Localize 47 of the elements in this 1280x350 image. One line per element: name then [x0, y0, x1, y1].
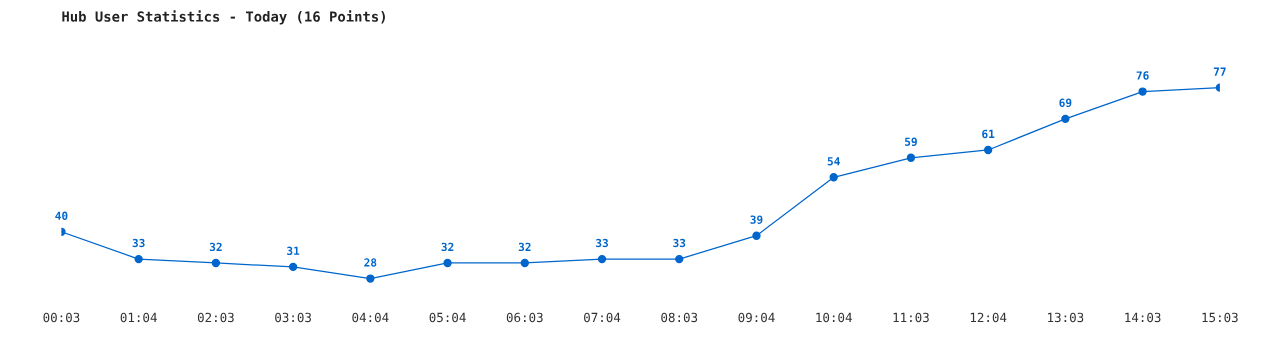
x-tick-label: 02:03 — [197, 312, 234, 323]
data-label: 33 — [132, 238, 145, 248]
chart-title: Hub User Statistics - Today (16 Points) — [62, 10, 385, 25]
data-label: 59 — [905, 137, 917, 146]
x-tick-label: 05:04 — [429, 312, 466, 323]
point — [211, 258, 221, 268]
x-tick-label: 10:04 — [816, 312, 852, 323]
x-tick-label: 09:04 — [738, 312, 775, 323]
data-label: 76 — [1136, 71, 1149, 80]
point — [443, 258, 452, 268]
data-label: 32 — [209, 242, 222, 252]
point — [906, 153, 916, 162]
x-tick-label: 07:04 — [584, 312, 621, 323]
data-label: 69 — [1059, 98, 1072, 108]
point — [1061, 114, 1070, 123]
point — [1138, 87, 1147, 96]
data-label: 33 — [673, 238, 686, 248]
point — [597, 254, 607, 264]
data-label: 32 — [441, 242, 454, 252]
x-tick-label: 15:03 — [1202, 312, 1238, 323]
data-label: 77 — [1213, 67, 1226, 76]
data-label: 28 — [364, 258, 377, 267]
point — [829, 173, 838, 182]
point — [366, 274, 375, 283]
data-label: 61 — [982, 129, 995, 139]
point — [520, 258, 529, 268]
x-tick-label: 01:04 — [120, 312, 157, 323]
data-label: 31 — [287, 246, 300, 255]
x-tick-label: 04:04 — [352, 312, 389, 323]
data-label: 32 — [518, 242, 531, 252]
data-label: 54 — [827, 157, 840, 166]
x-tick-label: 00:03 — [43, 312, 80, 323]
point — [983, 145, 993, 155]
point — [752, 231, 761, 240]
point — [288, 262, 298, 272]
data-label: 39 — [750, 215, 763, 224]
data-label: 40 — [55, 211, 68, 220]
x-tick-label: 06:03 — [506, 312, 543, 323]
x-tick-label: 14:03 — [1125, 312, 1161, 323]
point — [134, 254, 143, 264]
x-tick-label: 13:03 — [1048, 312, 1084, 323]
x-tick-label: 08:03 — [661, 312, 698, 323]
x-tick-label: 11:03 — [893, 312, 929, 323]
data-label: 33 — [596, 238, 608, 248]
point — [675, 254, 684, 264]
x-tick-label: 12:04 — [970, 312, 1007, 323]
x-tick-label: 03:03 — [275, 312, 311, 323]
